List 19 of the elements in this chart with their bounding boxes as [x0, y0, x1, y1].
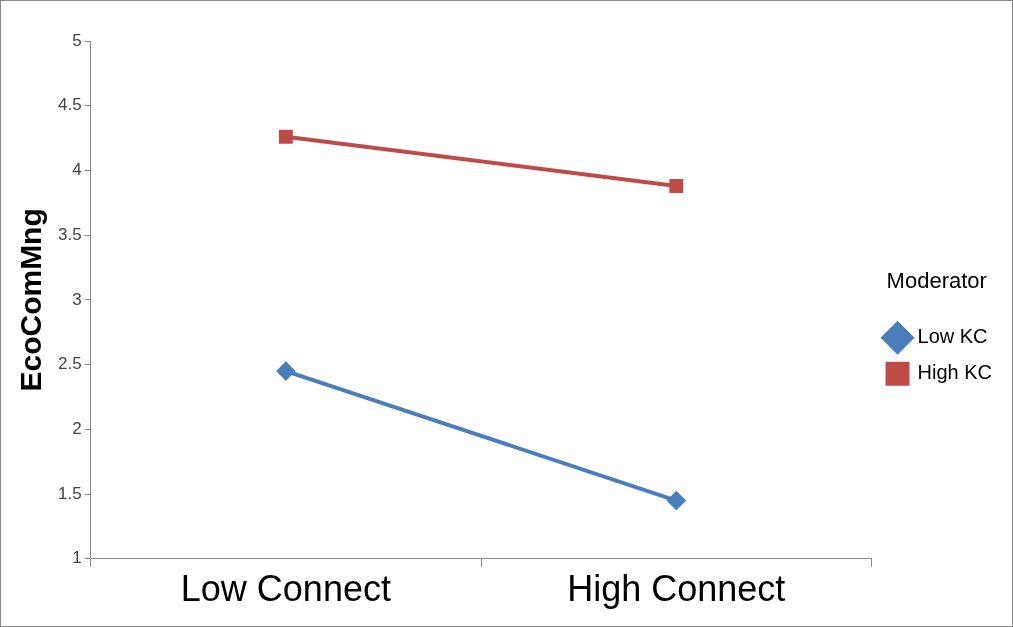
y-tick-label: 1.5: [57, 483, 82, 503]
y-tick-label: 3: [72, 289, 82, 309]
y-tick-label: 4: [72, 160, 82, 180]
y-tick-label: 5: [72, 30, 82, 50]
y-axis-title: EcoComMng: [14, 208, 48, 392]
legend-title: Moderator: [886, 268, 987, 294]
y-tick-label: 2: [72, 419, 82, 439]
point: [669, 179, 684, 193]
y-tick-label: 2.5: [57, 354, 82, 374]
x-tick-label: Low Connect: [180, 568, 391, 610]
point: [278, 129, 293, 144]
y-tick-label: 3.5: [57, 224, 82, 244]
point: [276, 362, 295, 381]
legend-label: High KC: [917, 361, 993, 384]
x-tick-label: High Connect: [567, 568, 786, 610]
y-tick-label: 4.5: [57, 95, 82, 115]
point: [667, 491, 686, 510]
y-tick-label: 1: [72, 548, 82, 568]
legend-label: Low KC: [917, 325, 988, 348]
